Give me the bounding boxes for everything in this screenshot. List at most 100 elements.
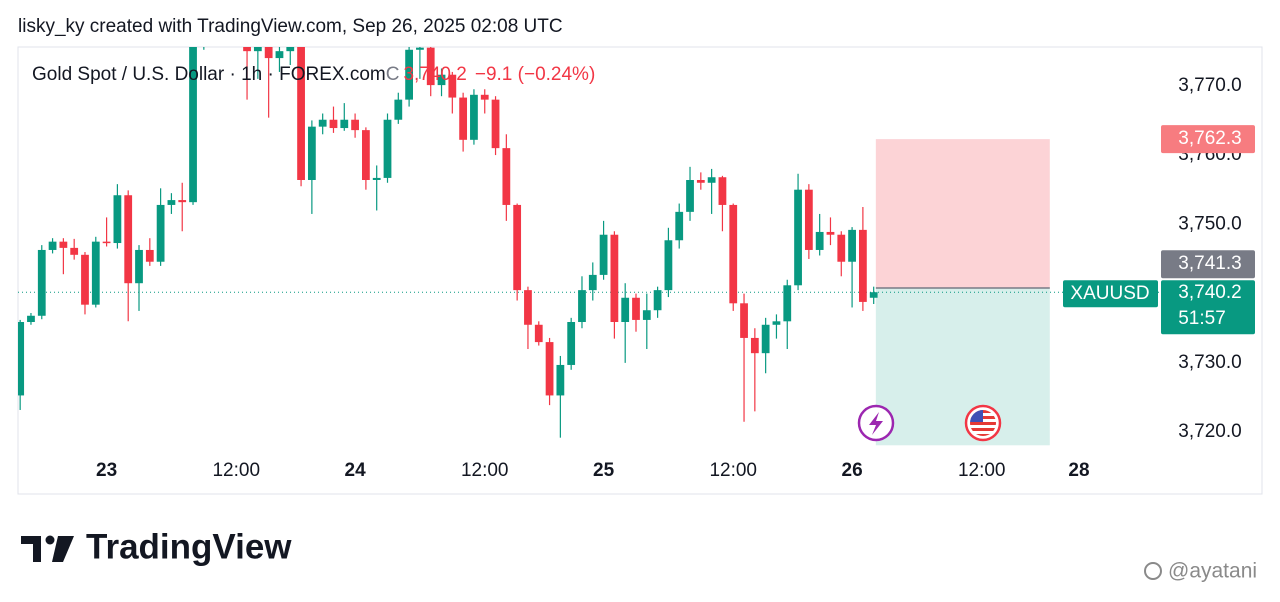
candle-body bbox=[18, 322, 25, 396]
price-tag-label: 3,741.3 bbox=[1178, 253, 1241, 274]
candle-body bbox=[545, 342, 554, 396]
x-tick-label: 12:00 bbox=[709, 460, 757, 481]
candle-body bbox=[189, 47, 197, 203]
candle-body bbox=[815, 231, 824, 250]
brand-logo bbox=[21, 535, 74, 562]
y-tick-label: 3,720.0 bbox=[1178, 421, 1241, 442]
legend-title: Gold Spot / U.S. Dollar · 1h · FOREX.com bbox=[32, 64, 386, 85]
candle-body bbox=[275, 51, 284, 59]
y-tick-label: 3,730.0 bbox=[1178, 352, 1241, 373]
candle-body bbox=[113, 195, 122, 244]
candle-body bbox=[632, 297, 640, 320]
overlay: 3,720.03,730.03,740.03,750.03,760.03,770… bbox=[32, 64, 1255, 481]
candle-body bbox=[70, 247, 79, 255]
candle-body bbox=[621, 297, 630, 323]
candle-body bbox=[91, 241, 100, 305]
event-icon bbox=[857, 404, 895, 442]
candle-body bbox=[340, 119, 349, 129]
candle-body bbox=[167, 200, 176, 205]
candle-body bbox=[750, 337, 759, 354]
candle-body bbox=[48, 241, 57, 250]
plot bbox=[18, 47, 1160, 446]
chart-frame bbox=[17, 46, 1263, 495]
candle-body bbox=[556, 364, 565, 396]
candle-body bbox=[664, 240, 673, 291]
candle-body bbox=[145, 249, 154, 262]
candle-body bbox=[707, 177, 716, 183]
candle-body bbox=[858, 229, 867, 302]
candle-body bbox=[264, 47, 273, 59]
candle-body bbox=[470, 94, 478, 140]
x-tick-label: 28 bbox=[1068, 460, 1089, 481]
us-flag-icon bbox=[964, 404, 1002, 442]
legend-close: 3,740.2 bbox=[403, 64, 466, 85]
candle-body bbox=[405, 49, 414, 100]
candle-body bbox=[491, 99, 500, 149]
candle-body bbox=[286, 47, 295, 52]
candle-body bbox=[804, 189, 813, 250]
candle-body bbox=[675, 211, 684, 241]
candle-body bbox=[826, 231, 835, 235]
candle-body bbox=[59, 241, 68, 248]
last-price-tag bbox=[1161, 280, 1255, 335]
x-tick-label: 25 bbox=[593, 460, 615, 481]
price-tag bbox=[1161, 250, 1255, 279]
legend: Gold Spot / U.S. Dollar · 1h · FOREX.com… bbox=[32, 64, 595, 85]
symbol-tag bbox=[1063, 280, 1158, 308]
candle-body bbox=[480, 94, 489, 100]
candle-body bbox=[362, 130, 370, 180]
countdown: 51:57 bbox=[1178, 308, 1226, 329]
candle-body bbox=[297, 47, 305, 180]
stop-zone bbox=[875, 139, 1050, 289]
candle-body bbox=[318, 119, 327, 127]
candle-body bbox=[243, 47, 251, 52]
legend-ohlc-label: C bbox=[386, 64, 400, 85]
candle-body bbox=[534, 324, 543, 343]
candle-body bbox=[610, 234, 619, 323]
candle-body bbox=[718, 177, 727, 205]
candle-body bbox=[135, 249, 143, 284]
candle-body bbox=[642, 310, 651, 320]
legend-change: −9.1 (−0.24%) bbox=[475, 64, 595, 85]
candle-body bbox=[513, 204, 522, 291]
candle-body bbox=[372, 177, 381, 180]
candle-body bbox=[351, 119, 359, 131]
candle-body bbox=[102, 241, 111, 244]
x-tick-label: 26 bbox=[842, 460, 863, 481]
candle-body bbox=[37, 249, 46, 316]
watermark: @ayatani bbox=[1168, 560, 1257, 583]
candle-body bbox=[124, 195, 133, 284]
candle-body bbox=[437, 74, 446, 86]
candle-body bbox=[394, 99, 403, 120]
candle-body bbox=[459, 97, 468, 140]
x-tick-label: 23 bbox=[96, 460, 117, 481]
candle-body bbox=[307, 126, 316, 180]
candle-body bbox=[253, 47, 262, 52]
header: lisky_ky created with TradingView.com, S… bbox=[18, 16, 563, 37]
candle-body bbox=[567, 322, 576, 365]
candle-body bbox=[729, 204, 738, 304]
candle-body bbox=[848, 229, 856, 262]
x-tick-label: 12:00 bbox=[958, 460, 1006, 481]
candle-body bbox=[578, 290, 586, 323]
y-tick-label: 3,770.0 bbox=[1178, 75, 1241, 96]
candle-body bbox=[783, 285, 792, 322]
candle-body bbox=[837, 234, 846, 262]
candle-body bbox=[178, 200, 187, 203]
candle-body bbox=[686, 179, 694, 212]
candle-body bbox=[794, 189, 802, 286]
candle-body bbox=[156, 204, 165, 262]
price-tag bbox=[1161, 125, 1255, 154]
candle-body bbox=[869, 292, 878, 298]
candle-body bbox=[81, 254, 89, 305]
candle-body bbox=[696, 179, 705, 183]
candle-body bbox=[426, 47, 435, 86]
candle-body bbox=[27, 315, 35, 323]
candle-body bbox=[740, 303, 748, 338]
price-tag-label: 3,762.3 bbox=[1178, 128, 1241, 149]
target-zone bbox=[875, 288, 1050, 446]
candle-body bbox=[383, 119, 392, 178]
brand-name: TradingView bbox=[86, 527, 292, 566]
watermark-icon bbox=[1144, 562, 1162, 580]
